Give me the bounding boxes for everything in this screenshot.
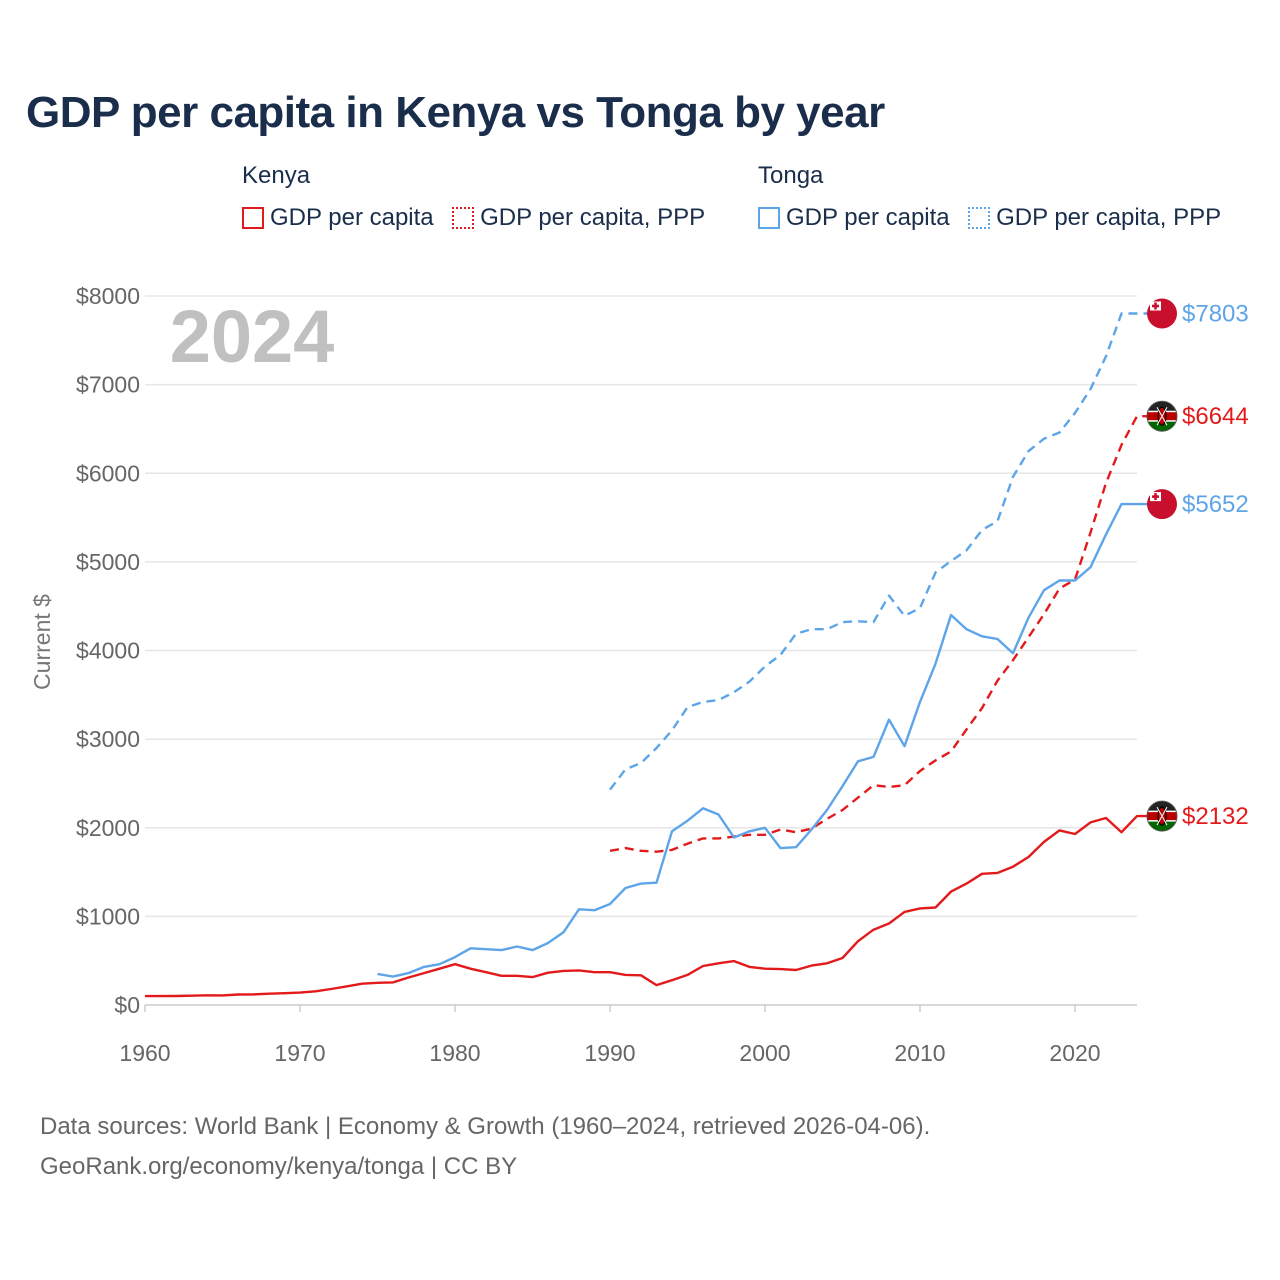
legend-item-label: GDP per capita (270, 204, 434, 231)
end-value-label: $6644 (1182, 403, 1249, 430)
legend-item-kenya-gdp[interactable]: GDP per capita (242, 204, 434, 232)
end-value-label: $7803 (1182, 300, 1249, 327)
x-tick-label: 1970 (274, 1040, 325, 1066)
footer-link[interactable]: GeoRank.org/economy/kenya/tonga | CC BY (40, 1153, 518, 1180)
legend-item-tonga-gdp-ppp[interactable]: GDP per capita, PPP (968, 204, 1221, 232)
legend-group-title: Tonga (758, 162, 824, 189)
legend-swatch-solid (758, 207, 780, 229)
legend-item-label: GDP per capita, PPP (480, 204, 706, 231)
legend-group-tonga: Tonga GDP per capita GDP per capita, PPP (758, 162, 1235, 232)
y-axis-label: Current $ (29, 594, 55, 690)
legend-swatch-dotted (452, 207, 475, 229)
legend-item-tonga-gdp[interactable]: GDP per capita (758, 204, 950, 232)
y-tick-label: $7000 (76, 372, 140, 398)
x-tick-label: 1960 (119, 1040, 170, 1066)
series-line-tonga-gdp-per-capita-ppp[interactable] (609, 312, 1148, 791)
chart-title: GDP per capita in Kenya vs Tonga by year (26, 88, 885, 137)
kenya-flag-icon (1146, 400, 1178, 432)
grid-lines (145, 295, 1137, 1006)
y-axis: $0 $1000 $2000 $3000 $4000 $5000 $6000 $7000 $80… (76, 283, 140, 1018)
footer-sources: Data sources: World Bank | Economy & Gro… (40, 1113, 931, 1140)
y-tick-label: $5000 (76, 549, 140, 575)
x-axis: 1960 1970 1980 1990 2000 2010 2020 (119, 1005, 1101, 1066)
legend-group-kenya: Kenya GDP per capita GDP per capita, PPP (242, 162, 719, 232)
end-value-label: $2132 (1182, 803, 1249, 830)
legend-item-kenya-gdp-ppp[interactable]: GDP per capita, PPP (452, 204, 705, 232)
series-lines (145, 312, 1149, 998)
legend-swatch-dotted (968, 207, 991, 229)
kenya-flag-icon (1146, 800, 1178, 832)
end-value-label: $5652 (1182, 491, 1249, 518)
y-tick-label: $0 (114, 992, 140, 1018)
end-markers: $2132 $6644 $5652 $7803 (1146, 298, 1249, 832)
legend-group-title: Kenya (242, 162, 311, 189)
y-tick-label: $1000 (76, 903, 140, 929)
series-line-tonga-gdp-per-capita[interactable] (377, 502, 1149, 978)
tonga-flag-icon (1147, 298, 1177, 329)
year-watermark: 2024 (170, 295, 335, 378)
y-tick-label: $6000 (76, 460, 140, 486)
legend-swatch-solid (242, 207, 264, 229)
y-tick-label: $2000 (76, 815, 140, 841)
x-tick-label: 2020 (1049, 1040, 1100, 1066)
x-tick-label: 2000 (739, 1040, 790, 1066)
series-line-kenya-gdp-per-capita-ppp[interactable] (609, 415, 1148, 853)
series-line-kenya-gdp-per-capita[interactable] (145, 814, 1148, 998)
y-tick-label: $3000 (76, 726, 140, 752)
tonga-flag-icon (1147, 489, 1177, 520)
x-tick-label: 2010 (894, 1040, 945, 1066)
x-tick-label: 1980 (429, 1040, 480, 1066)
y-tick-label: $8000 (76, 283, 140, 309)
legend-item-label: GDP per capita (786, 204, 950, 231)
y-tick-label: $4000 (76, 638, 140, 664)
footer: Data sources: World Bank | Economy & Gro… (40, 1107, 930, 1187)
x-tick-label: 1990 (584, 1040, 635, 1066)
legend-item-label: GDP per capita, PPP (996, 204, 1222, 231)
